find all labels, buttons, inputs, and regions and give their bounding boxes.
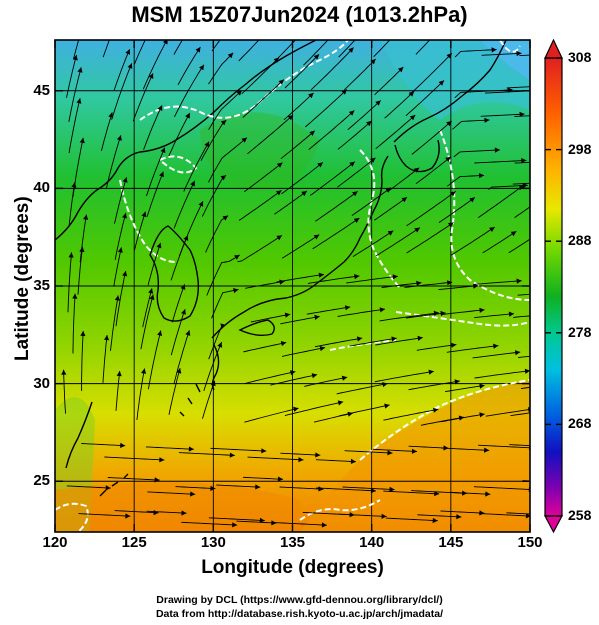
axis-ticks: [54, 40, 531, 532]
credit-data-source: Data from http://database.rish.kyoto-u.a…: [155, 608, 444, 620]
wind-streamlines: [63, 40, 530, 526]
y-tick-label: 40: [33, 179, 50, 197]
x-tick-label: 150: [517, 534, 543, 551]
colorbar-tick-label: 298: [568, 140, 592, 157]
coastline: [55, 40, 507, 497]
x-tick-label: 145: [438, 534, 464, 551]
credit-drawing: Drawing by DCL (https://www.gfd-dennou.o…: [156, 594, 443, 606]
y-tick-label: 35: [33, 277, 50, 294]
colorbar-body: [544, 57, 563, 517]
colorbar-top-arrow: [544, 38, 563, 59]
colorbar-tick-label: 278: [568, 323, 592, 340]
colorbar-tick-label: 258: [568, 507, 592, 523]
colorbar: [544, 38, 563, 534]
streamline-arrowheads: [61, 40, 530, 528]
map-title: MSM 15Z07Jun2024 (1013.2hPa): [131, 2, 468, 27]
colorbar-bottom-arrow: [544, 515, 563, 534]
y-tick-label: 30: [33, 374, 50, 392]
colorbar-tick-label: 308: [568, 49, 592, 65]
x-tick-label: 120: [42, 534, 68, 551]
colorbar-tick-label: 268: [568, 415, 592, 432]
x-tick-label: 125: [121, 534, 147, 551]
colorbar-tick-label: 288: [568, 232, 592, 249]
x-tick-label: 130: [200, 534, 226, 551]
x-axis-label: Longitude (degrees): [201, 557, 384, 578]
x-tick-label: 135: [279, 534, 306, 551]
y-tick-label: 45: [33, 81, 50, 99]
y-tick-label: 25: [33, 472, 50, 490]
x-tick-label: 140: [359, 534, 385, 551]
lat-lon-grid: [55, 40, 530, 532]
